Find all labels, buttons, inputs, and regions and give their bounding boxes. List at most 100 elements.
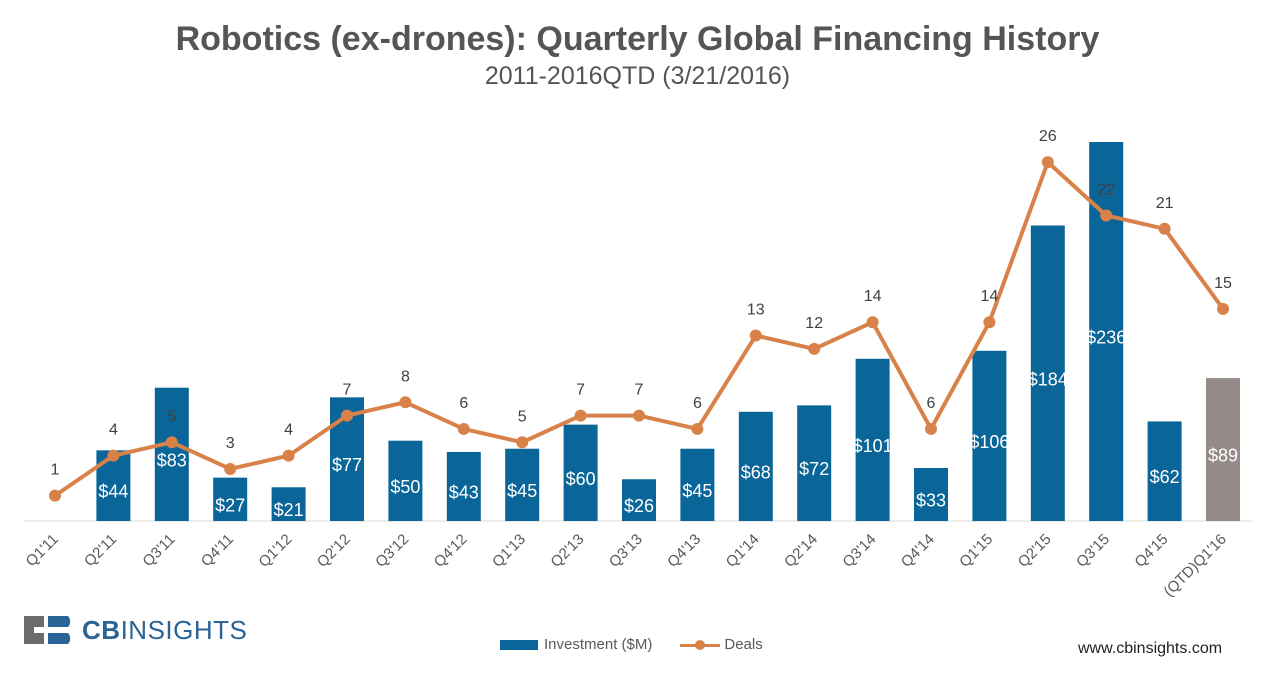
- bar-value-label: $50: [390, 477, 420, 497]
- x-tick-label: Q1'12: [255, 531, 295, 571]
- deal-point: [341, 409, 353, 422]
- deal-count-label: 8: [401, 368, 410, 385]
- bar: [446, 451, 481, 521]
- deal-point: [165, 436, 178, 449]
- deal-count-label: 3: [226, 435, 235, 452]
- x-tick-label: Q4'15: [1131, 531, 1171, 571]
- deal-point: [1217, 302, 1229, 315]
- deal-count-label: 6: [459, 395, 468, 412]
- cb-insights-logo-text: CBINSIGHTS: [82, 614, 248, 645]
- bar: [972, 350, 1007, 521]
- deal-count-label: 15: [1214, 275, 1232, 292]
- deal-count-label: 1: [51, 462, 60, 479]
- legend-line-swatch: [680, 639, 721, 651]
- x-tick-label: Q1'15: [956, 531, 996, 571]
- deal-count-label: 21: [1156, 195, 1174, 212]
- deal-point: [1158, 222, 1171, 235]
- x-tick-label: Q4'11: [198, 531, 237, 570]
- x-tick-label: (QTD)Q1'16: [1160, 531, 1229, 600]
- bar-value-label: $236: [1086, 328, 1126, 348]
- bar-value-label: $106: [969, 432, 1009, 452]
- bar: [680, 448, 715, 521]
- bar: [213, 477, 248, 521]
- deal-count-label: 22: [1097, 181, 1115, 198]
- bar: [855, 358, 890, 521]
- deal-count-label: 14: [981, 288, 999, 305]
- x-tick-label: Q3'11: [139, 531, 178, 570]
- chart-subtitle: 2011-2016QTD (3/21/2016): [484, 62, 791, 90]
- deal-count-label: 7: [635, 382, 644, 399]
- x-tick-label: Q1'11: [23, 531, 62, 570]
- bar: [388, 440, 423, 521]
- bar-value-label: $83: [157, 450, 187, 470]
- deal-count-label: 13: [747, 302, 765, 319]
- x-tick-label: Q2'11: [81, 531, 120, 570]
- deal-point: [691, 422, 704, 435]
- x-tick-label: Q2'13: [547, 531, 587, 571]
- bar-series: [96, 142, 1240, 521]
- deal-count-label: 12: [805, 315, 823, 332]
- legend-investment-label: Investment ($M): [544, 636, 653, 653]
- legend-deals-label: Deals: [724, 636, 763, 653]
- cb-insights-logo: CBINSIGHTS: [20, 612, 247, 648]
- deals-line-series: [49, 156, 1229, 502]
- deal-count-label: 5: [167, 408, 176, 425]
- deal-count-label: 7: [576, 382, 585, 399]
- deal-point: [1041, 156, 1054, 169]
- bar-value-label: $33: [916, 491, 946, 511]
- deal-point: [866, 316, 879, 329]
- bar: [738, 411, 773, 521]
- deal-point: [399, 396, 412, 409]
- deal-point: [574, 409, 587, 422]
- deal-point: [808, 342, 821, 355]
- bar-value-label: $21: [274, 500, 304, 520]
- x-tick-label: Q3'12: [372, 531, 412, 571]
- bar: [797, 405, 832, 521]
- bar-value-label: $45: [682, 481, 712, 501]
- bar-value-label: $62: [1150, 467, 1180, 487]
- deal-point: [516, 436, 529, 449]
- deal-count-label: 4: [284, 422, 293, 439]
- x-tick-label: Q4'12: [431, 531, 471, 571]
- x-tick-label: Q2'15: [1015, 531, 1055, 571]
- deal-count-label: 6: [693, 395, 702, 412]
- bar: [622, 479, 656, 521]
- x-tick-label: Q1'13: [489, 531, 529, 571]
- bar: [1206, 378, 1240, 521]
- bar-value-label: $68: [741, 462, 771, 482]
- x-axis-tick-labels: Q1'11 Q2'11 Q3'11 Q4'11 Q1'12 Q2'12 Q3'12 Q4'12…: [23, 531, 1230, 600]
- chart-title: Robotics (ex-drones): Quarterly Global F…: [175, 20, 1100, 58]
- x-tick-label: Q3'15: [1073, 531, 1113, 571]
- website-url: www.cbinsights.com: [1078, 640, 1223, 657]
- x-tick-label: Q2'14: [781, 531, 821, 571]
- x-tick-label: Q4'14: [898, 531, 938, 571]
- bar-value-label: $44: [98, 482, 128, 502]
- deal-count-label: 5: [518, 408, 527, 425]
- bar: [1147, 421, 1182, 521]
- deal-point: [983, 316, 996, 329]
- bar-value-label: $72: [799, 459, 829, 479]
- bar: [1030, 225, 1065, 521]
- deal-point: [107, 449, 120, 462]
- bar: [914, 468, 948, 521]
- x-tick-label: Q3'14: [839, 531, 879, 571]
- x-tick-label: Q4'13: [664, 531, 704, 571]
- deal-count-label: 7: [343, 382, 352, 399]
- deal-count-label: 4: [109, 422, 118, 439]
- bar: [154, 387, 189, 521]
- deal-point: [224, 462, 237, 475]
- bar-value-label: $27: [215, 495, 245, 515]
- legend: Investment ($M) Deals: [500, 636, 763, 653]
- bar-value-label: $101: [853, 436, 893, 456]
- cb-insights-logo-icon: [24, 616, 71, 644]
- deal-point: [633, 409, 645, 422]
- deal-point: [49, 489, 61, 502]
- x-tick-label: Q1'14: [723, 531, 763, 571]
- deal-point: [282, 449, 295, 462]
- bar-value-label: $43: [449, 482, 479, 502]
- deal-point: [1100, 209, 1113, 222]
- deal-point: [457, 422, 470, 435]
- bar-value-label: $184: [1028, 369, 1068, 389]
